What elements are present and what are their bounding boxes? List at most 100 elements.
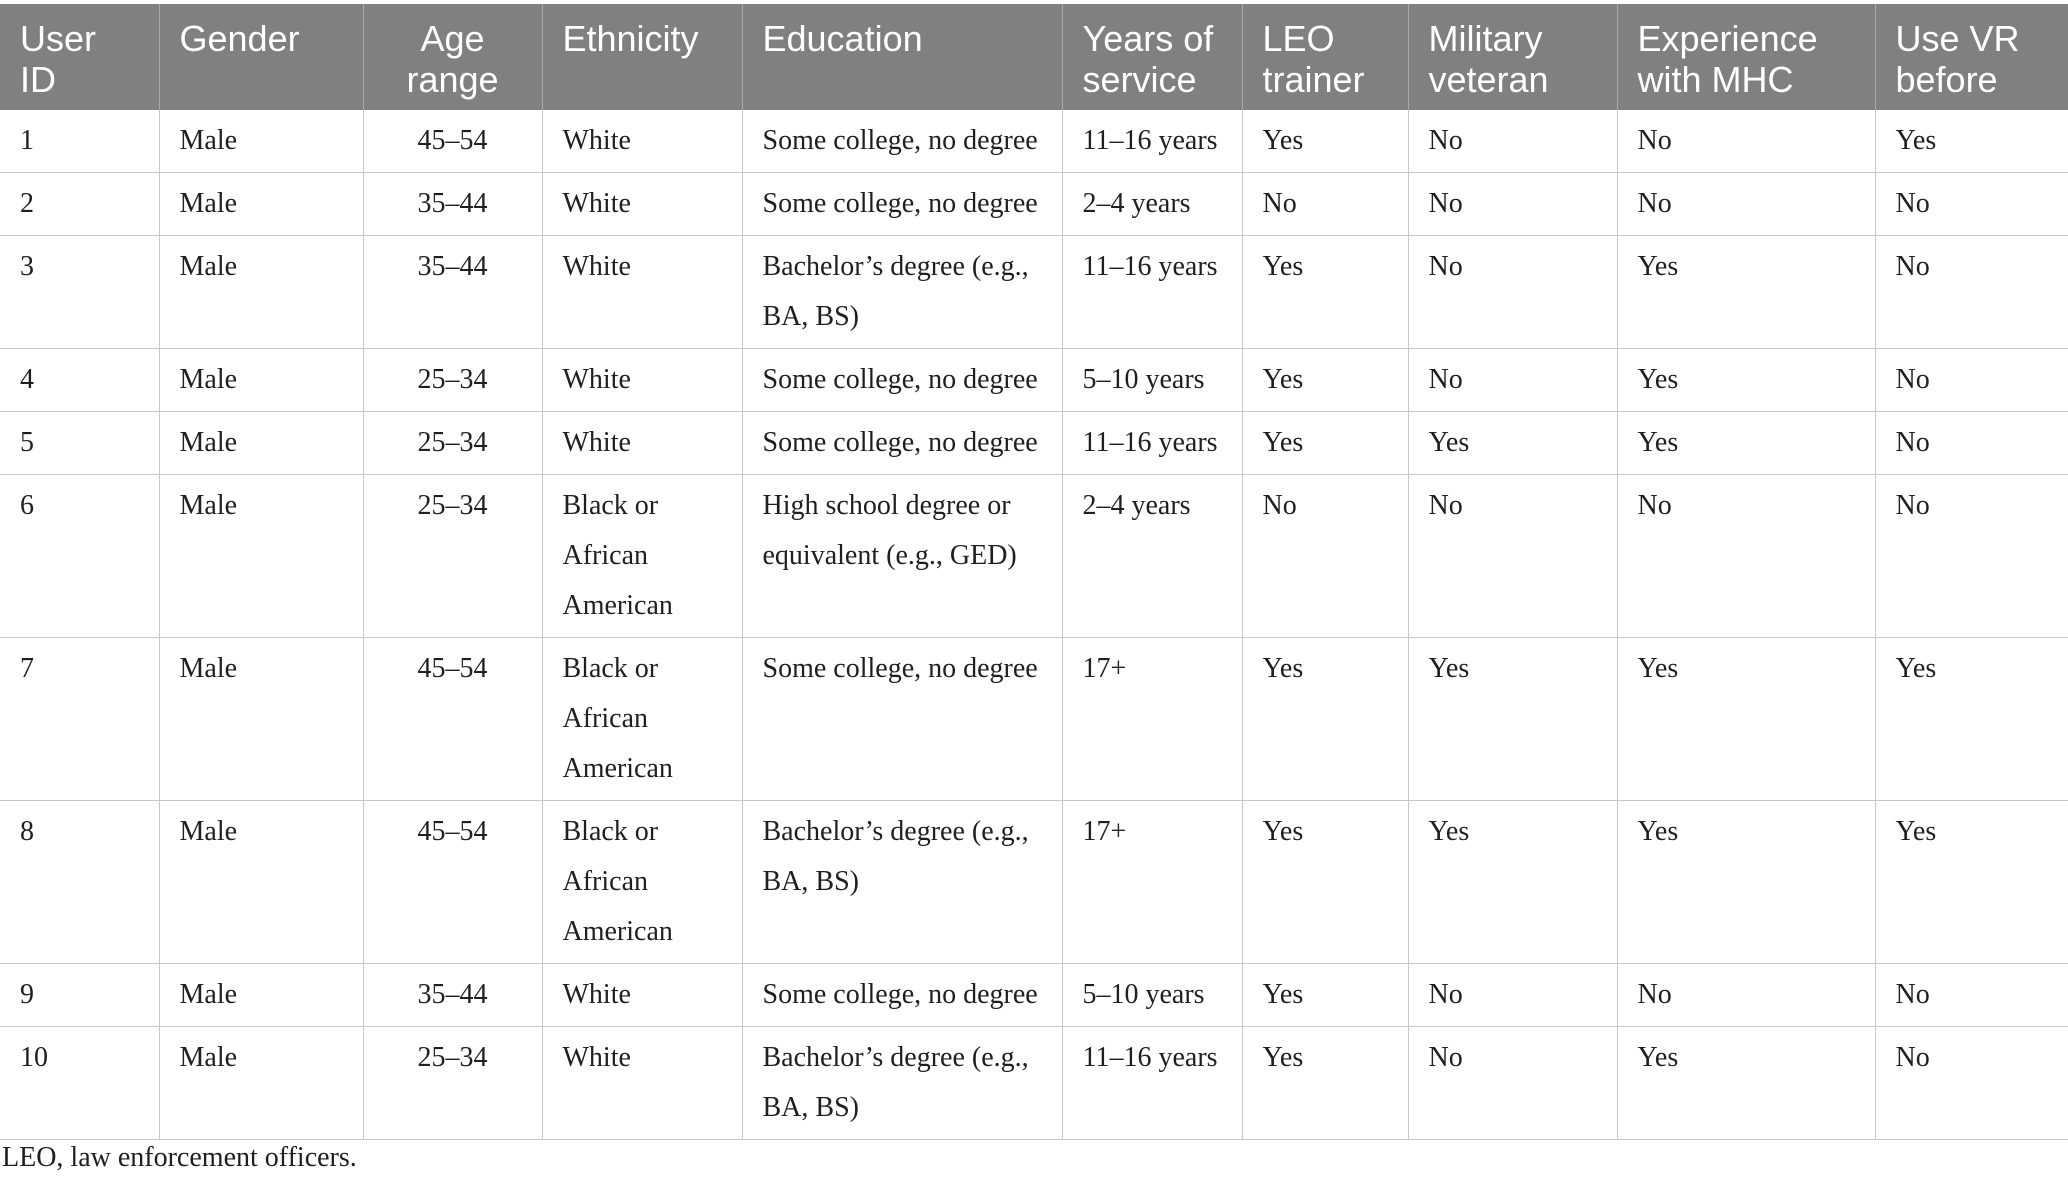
table-row: 3 Male 35–44 White Bachelor’s degree (e.… (0, 235, 2068, 349)
table-row: 7 Male 45–54 Black or African American S… (0, 637, 2068, 801)
cell-experience-with-mhc: Yes (1616, 411, 1875, 475)
table-row: 4 Male 25–34 White Some college, no degr… (0, 348, 2068, 412)
cell-education: Bachelor’s degree (e.g., BA, BS) (741, 1026, 1062, 1140)
table-header-row: User ID Gender Age range Ethnicity Educa… (0, 4, 2068, 110)
header-age-range: Age range (362, 4, 542, 110)
cell-military-veteran: No (1407, 474, 1617, 638)
header-user-id: User ID (0, 4, 159, 110)
cell-use-vr-before: No (1874, 1026, 2068, 1140)
cell-use-vr-before: No (1874, 348, 2068, 412)
cell-years-of-service: 11–16 years (1061, 110, 1242, 173)
cell-education: Some college, no degree (741, 637, 1062, 801)
cell-age-range: 25–34 (362, 348, 542, 412)
cell-use-vr-before: Yes (1874, 800, 2068, 964)
cell-ethnicity: White (541, 235, 742, 349)
cell-ethnicity: White (541, 1026, 742, 1140)
header-ethnicity: Ethnicity (541, 4, 742, 110)
cell-ethnicity: Black or African American (541, 800, 742, 964)
cell-gender: Male (158, 235, 363, 349)
cell-experience-with-mhc: No (1616, 963, 1875, 1027)
cell-years-of-service: 2–4 years (1061, 474, 1242, 638)
cell-user-id: 2 (0, 172, 159, 236)
table-row: 8 Male 45–54 Black or African American B… (0, 800, 2068, 964)
cell-military-veteran: No (1407, 1026, 1617, 1140)
cell-gender: Male (158, 411, 363, 475)
cell-ethnicity: Black or African American (541, 637, 742, 801)
cell-military-veteran: Yes (1407, 800, 1617, 964)
cell-military-veteran: No (1407, 235, 1617, 349)
cell-gender: Male (158, 172, 363, 236)
cell-user-id: 3 (0, 235, 159, 349)
cell-user-id: 7 (0, 637, 159, 801)
cell-user-id: 4 (0, 348, 159, 412)
cell-experience-with-mhc: Yes (1616, 637, 1875, 801)
cell-age-range: 25–34 (362, 411, 542, 475)
header-use-vr-before: Use VR before (1874, 4, 2068, 110)
cell-education: Some college, no degree (741, 963, 1062, 1027)
cell-user-id: 1 (0, 110, 159, 173)
cell-ethnicity: White (541, 110, 742, 173)
participant-demographics-table: User ID Gender Age range Ethnicity Educa… (0, 4, 2068, 1140)
cell-user-id: 10 (0, 1026, 159, 1140)
cell-user-id: 8 (0, 800, 159, 964)
cell-years-of-service: 17+ (1061, 800, 1242, 964)
cell-ethnicity: White (541, 411, 742, 475)
cell-use-vr-before: No (1874, 474, 2068, 638)
header-education: Education (741, 4, 1062, 110)
cell-ethnicity: White (541, 172, 742, 236)
cell-years-of-service: 5–10 years (1061, 348, 1242, 412)
cell-experience-with-mhc: No (1616, 474, 1875, 638)
header-years-of-service: Years of service (1061, 4, 1242, 110)
header-leo-trainer: LEO trainer (1241, 4, 1408, 110)
cell-use-vr-before: No (1874, 963, 2068, 1027)
cell-gender: Male (158, 1026, 363, 1140)
cell-age-range: 35–44 (362, 172, 542, 236)
cell-use-vr-before: Yes (1874, 110, 2068, 173)
table-footnote: LEO, law enforcement officers. (2, 1142, 357, 1173)
cell-use-vr-before: Yes (1874, 637, 2068, 801)
cell-use-vr-before: No (1874, 172, 2068, 236)
cell-education: High school degree or equivalent (e.g., … (741, 474, 1062, 638)
cell-gender: Male (158, 110, 363, 173)
cell-age-range: 35–44 (362, 963, 542, 1027)
cell-experience-with-mhc: Yes (1616, 800, 1875, 964)
cell-experience-with-mhc: Yes (1616, 235, 1875, 349)
cell-education: Some college, no degree (741, 110, 1062, 173)
cell-education: Bachelor’s degree (e.g., BA, BS) (741, 235, 1062, 349)
cell-user-id: 9 (0, 963, 159, 1027)
cell-leo-trainer: Yes (1241, 800, 1408, 964)
cell-age-range: 45–54 (362, 637, 542, 801)
table-row: 10 Male 25–34 White Bachelor’s degree (e… (0, 1026, 2068, 1140)
cell-age-range: 25–34 (362, 1026, 542, 1140)
cell-leo-trainer: Yes (1241, 235, 1408, 349)
cell-military-veteran: No (1407, 348, 1617, 412)
cell-education: Some college, no degree (741, 411, 1062, 475)
participant-table-container: User ID Gender Age range Ethnicity Educa… (0, 4, 2068, 1140)
cell-years-of-service: 5–10 years (1061, 963, 1242, 1027)
cell-age-range: 35–44 (362, 235, 542, 349)
cell-leo-trainer: Yes (1241, 637, 1408, 801)
table-row: 1 Male 45–54 White Some college, no degr… (0, 110, 2068, 173)
cell-gender: Male (158, 348, 363, 412)
cell-leo-trainer: Yes (1241, 348, 1408, 412)
cell-leo-trainer: No (1241, 172, 1408, 236)
cell-leo-trainer: Yes (1241, 411, 1408, 475)
table-row: 2 Male 35–44 White Some college, no degr… (0, 172, 2068, 236)
cell-use-vr-before: No (1874, 235, 2068, 349)
cell-gender: Male (158, 963, 363, 1027)
cell-years-of-service: 11–16 years (1061, 1026, 1242, 1140)
cell-experience-with-mhc: No (1616, 110, 1875, 173)
cell-education: Some college, no degree (741, 172, 1062, 236)
cell-military-veteran: Yes (1407, 411, 1617, 475)
cell-experience-with-mhc: No (1616, 172, 1875, 236)
cell-user-id: 5 (0, 411, 159, 475)
cell-leo-trainer: Yes (1241, 110, 1408, 173)
cell-age-range: 25–34 (362, 474, 542, 638)
cell-gender: Male (158, 637, 363, 801)
cell-ethnicity: White (541, 348, 742, 412)
table-body: 1 Male 45–54 White Some college, no degr… (0, 110, 2068, 1140)
cell-leo-trainer: Yes (1241, 1026, 1408, 1140)
cell-experience-with-mhc: Yes (1616, 348, 1875, 412)
cell-years-of-service: 2–4 years (1061, 172, 1242, 236)
header-military-veteran: Military veteran (1407, 4, 1617, 110)
